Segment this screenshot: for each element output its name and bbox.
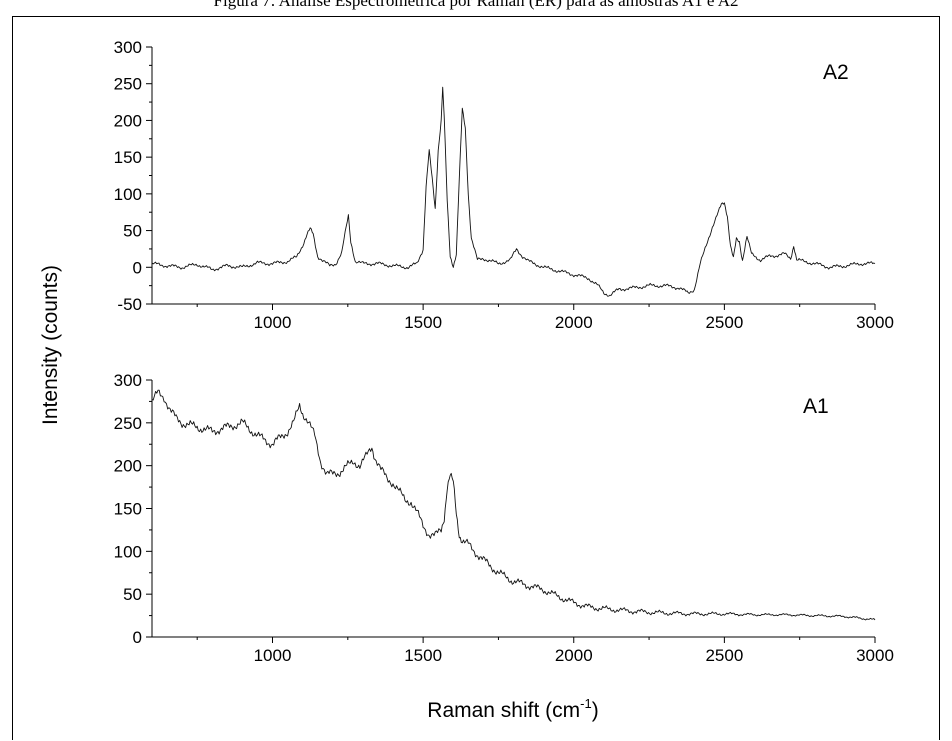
y-tick-label: 300 — [114, 371, 142, 390]
x-axis-label: Raman shift (cm-1) — [427, 696, 598, 722]
y-tick-label: 100 — [114, 185, 142, 204]
x-axis-label-close: ) — [592, 699, 599, 722]
x-tick-label: 3000 — [856, 313, 894, 332]
y-tick-label: 0 — [133, 258, 142, 277]
series-line-a2 — [151, 86, 876, 297]
x-axis-label-main: Raman shift (cm — [427, 699, 580, 722]
panel-label-a2: A2 — [823, 61, 849, 84]
panel-a2: -50 0 50 100 150 200 250 300 1000 1500 2000 2500 300… — [114, 38, 894, 332]
y-tick-label: 50 — [123, 585, 142, 604]
figure-frame: -50 0 50 100 150 200 250 300 1000 1500 2000 2500 300… — [12, 16, 940, 740]
y-axis-label: Intensity (counts) — [39, 265, 62, 425]
y-tick-label: -50 — [117, 295, 142, 314]
panel-a1: 0 50 100 150 200 250 300 1000 1500 2000 2500 3000 A1 — [114, 371, 894, 665]
y-tick-label: 50 — [123, 222, 142, 241]
y-tick-label: 100 — [114, 542, 142, 561]
y-tick-label: 300 — [114, 38, 142, 57]
x-tick-label: 2000 — [555, 646, 593, 665]
x-tick-label: 1500 — [404, 646, 442, 665]
y-tick-label: 250 — [114, 414, 142, 433]
y-tick-label: 150 — [114, 148, 142, 167]
series-line-a1 — [151, 389, 876, 621]
x-tick-label: 2500 — [705, 313, 743, 332]
x-tick-label: 2000 — [555, 313, 593, 332]
x-tick-label: 1000 — [254, 313, 292, 332]
x-axis-label-superscript: -1 — [580, 696, 592, 711]
y-tick-label: 0 — [133, 628, 142, 647]
x-tick-label: 2500 — [705, 646, 743, 665]
y-tick-label: 200 — [114, 111, 142, 130]
x-tick-label: 1000 — [254, 646, 292, 665]
y-tick-label: 200 — [114, 457, 142, 476]
figure-caption: Figura 7: Análise Espectrométrica por Ra… — [213, 0, 739, 10]
x-tick-label: 1500 — [404, 313, 442, 332]
x-tick-label: 3000 — [856, 646, 894, 665]
y-tick-label: 150 — [114, 500, 142, 519]
panel-label-a1: A1 — [803, 395, 829, 418]
y-tick-label: 250 — [114, 75, 142, 94]
